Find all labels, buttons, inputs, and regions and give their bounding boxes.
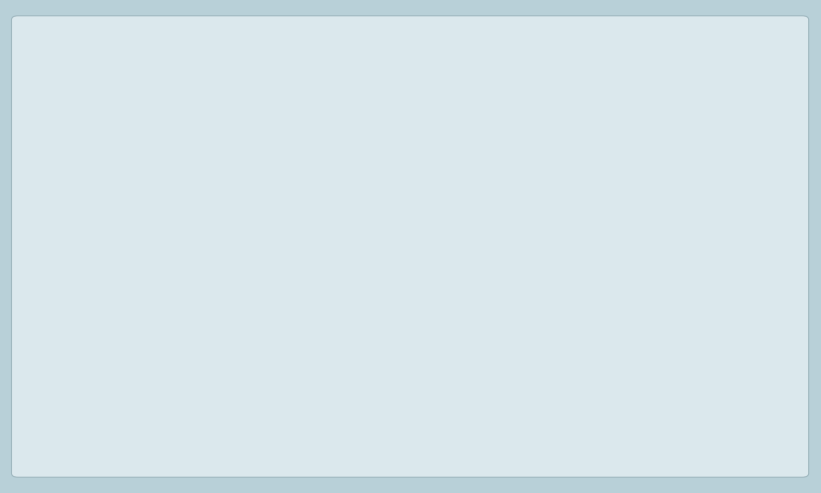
Bar: [642, 346, 792, 386]
Bar: [219, 218, 479, 265]
Text: levels, including administrative, technical, and operational roles. This diverse: levels, including administrative, techni…: [30, 96, 580, 109]
Text: Category: Category: [115, 235, 179, 248]
Text: 8453: 8453: [653, 359, 686, 372]
Bar: [479, 346, 642, 386]
Text: Vacancy: Vacancy: [653, 235, 710, 248]
Bar: [219, 346, 479, 386]
Bar: [642, 218, 792, 265]
Bar: [642, 305, 792, 346]
Text: operational effectiveness. As of recent figures, FCI employs thousands of person: operational effectiveness. As of recent …: [30, 64, 630, 77]
Bar: [219, 305, 479, 346]
Text: 18877: 18877: [490, 359, 532, 372]
Bar: [101, 386, 219, 426]
Text: 5557: 5557: [490, 319, 524, 332]
Text: 6232: 6232: [653, 399, 686, 412]
Bar: [479, 265, 642, 305]
Text: 649: 649: [653, 319, 678, 332]
Bar: [30, 346, 101, 386]
Text: 980: 980: [490, 279, 515, 292]
Bar: [479, 218, 642, 265]
Text: Cat-II: Cat-II: [115, 319, 154, 332]
Bar: [30, 218, 101, 265]
Bar: [101, 346, 219, 386]
Text: 1: 1: [55, 279, 63, 292]
Text: 6206: 6206: [235, 319, 268, 332]
Bar: [101, 218, 219, 265]
Text: Cat-III: Cat-III: [115, 359, 159, 372]
Text: 1129: 1129: [490, 399, 524, 412]
Text: 2: 2: [55, 319, 63, 332]
Text: 4: 4: [55, 399, 63, 412]
Text: 26543: 26543: [490, 440, 532, 453]
Text: Sanction Strength: Sanction Strength: [235, 235, 365, 248]
Bar: [101, 305, 219, 346]
Text: 3: 3: [55, 359, 63, 372]
Text: SlNo.: SlNo.: [55, 235, 94, 248]
Text: The workforce strength at the Food Corporation of India (FCI) is a key component: The workforce strength at the Food Corpo…: [30, 32, 563, 44]
Text: Category wise SS/MIP as on 30.06.2024 in FCI:-: Category wise SS/MIP as on 30.06.2024 in…: [30, 199, 321, 211]
Text: 131: 131: [653, 279, 678, 292]
Bar: [30, 305, 101, 346]
Bar: [219, 265, 479, 305]
Text: MIP: MIP: [490, 235, 520, 248]
Text: 7361: 7361: [235, 399, 268, 412]
Bar: [479, 426, 642, 466]
Text: Total: Total: [115, 440, 152, 453]
Text: 42008: 42008: [235, 440, 277, 453]
Text: Cat-I: Cat-I: [115, 279, 149, 292]
Bar: [101, 265, 219, 305]
Bar: [642, 426, 792, 466]
Bar: [219, 386, 479, 426]
Bar: [101, 426, 219, 466]
Bar: [30, 265, 101, 305]
Bar: [479, 386, 642, 426]
Text: following table shows the category wise SS/MIP of FCI:: following table shows the category wise …: [30, 161, 366, 174]
Text: 1111: 1111: [235, 279, 268, 292]
Bar: [219, 426, 479, 466]
Bar: [642, 386, 792, 426]
Bar: [30, 426, 101, 466]
Bar: [30, 386, 101, 426]
Text: Cat-IV: Cat-IV: [115, 399, 158, 412]
Bar: [479, 305, 642, 346]
Bar: [642, 265, 792, 305]
Text: 27330: 27330: [235, 359, 277, 372]
Text: 15465: 15465: [653, 440, 695, 453]
Text: instrumental in managing the vast network of warehouses, depots, and procurement: instrumental in managing the vast networ…: [30, 129, 624, 141]
